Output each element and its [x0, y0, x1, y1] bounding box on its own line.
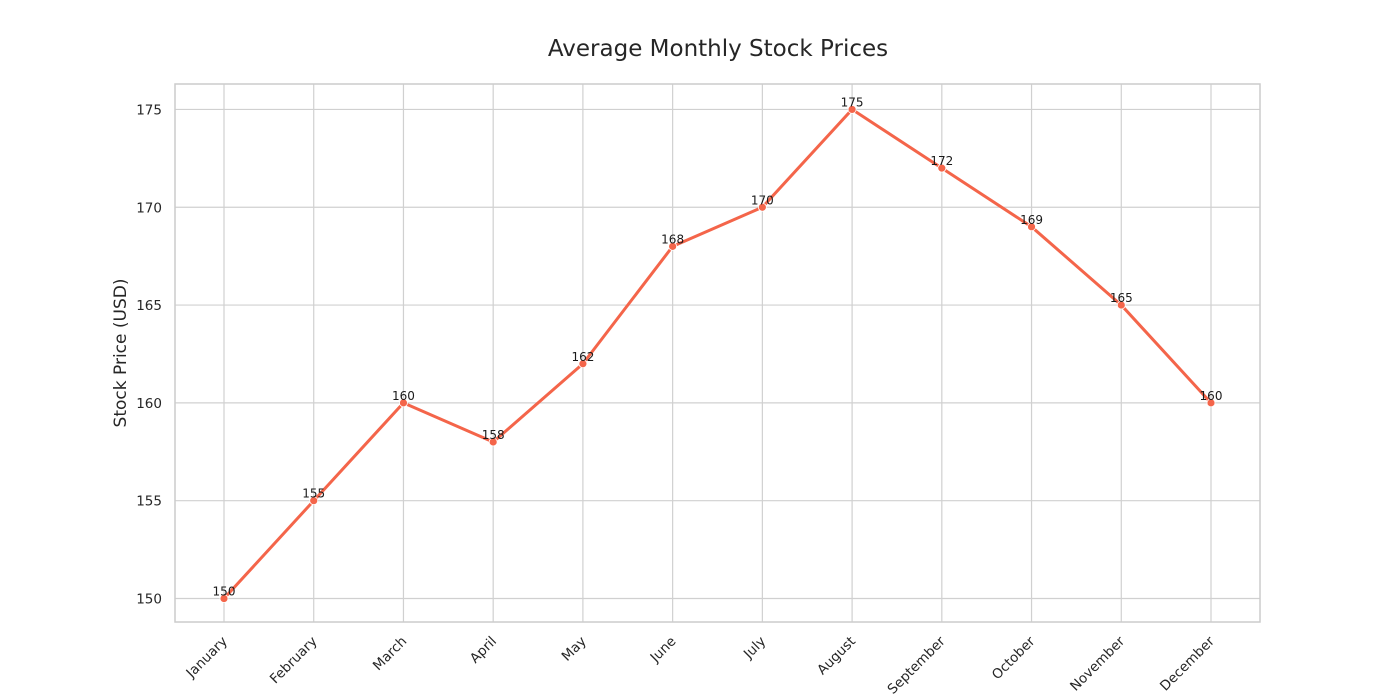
x-tick-label: February: [267, 634, 321, 688]
data-point: [578, 359, 588, 369]
series-line: [222, 107, 1213, 601]
x-tick-label: June: [647, 634, 680, 667]
data-point: [309, 496, 319, 506]
x-tick-label: October: [989, 633, 1039, 683]
x-tick-labels: January February March April May June July Augu…: [183, 633, 1219, 697]
y-tick-label: 155: [136, 494, 162, 510]
y-tick-label: 170: [136, 200, 162, 216]
data-label: 158: [482, 428, 505, 442]
x-tick-label: November: [1067, 633, 1128, 694]
data-label: 169: [1020, 213, 1043, 227]
data-point: [488, 437, 498, 447]
data-label: 162: [571, 350, 594, 364]
data-point: [219, 594, 229, 603]
x-tick-label: August: [814, 634, 859, 679]
x-tick-label: September: [885, 633, 949, 697]
x-tick-label: December: [1157, 633, 1218, 694]
plot-frame: [174, 83, 1261, 623]
data-point: [937, 163, 947, 173]
y-tick-label: 150: [136, 592, 162, 608]
data-point: [399, 398, 408, 408]
data-label: 172: [930, 154, 953, 168]
y-tick-label: 165: [136, 298, 162, 314]
chart-title: Average Monthly Stock Prices: [548, 36, 888, 62]
y-tick-labels: 150 155 160 165 170 175: [136, 102, 162, 607]
y-axis-label: Stock Price (USD): [111, 279, 131, 428]
x-tick-label: January: [183, 634, 231, 682]
series-layer: [219, 105, 1216, 603]
x-tick-label: May: [559, 634, 590, 665]
data-label: 150: [213, 585, 236, 599]
y-tick-label: 160: [136, 396, 162, 412]
x-tick-label: April: [467, 634, 500, 667]
data-label: 170: [751, 193, 774, 207]
data-label: 165: [1110, 291, 1133, 305]
data-point: [1116, 300, 1126, 310]
data-label: 168: [661, 232, 684, 246]
data-label: 175: [841, 95, 864, 109]
data-point: [847, 105, 857, 114]
data-point: [668, 241, 678, 251]
data-point: [1027, 222, 1036, 232]
data-label: 155: [302, 487, 325, 501]
x-tick-label: July: [740, 634, 769, 663]
data-point: [1206, 398, 1216, 408]
grid-lines: [175, 84, 1260, 622]
data-label: 160: [392, 389, 415, 403]
data-label: 160: [1200, 389, 1223, 403]
data-point: [757, 202, 767, 212]
data-labels: 150 155 160 158 162 168 170 175 172 169 165 160: [213, 95, 1223, 598]
y-tick-label: 175: [136, 102, 162, 118]
x-tick-label: March: [370, 634, 410, 674]
